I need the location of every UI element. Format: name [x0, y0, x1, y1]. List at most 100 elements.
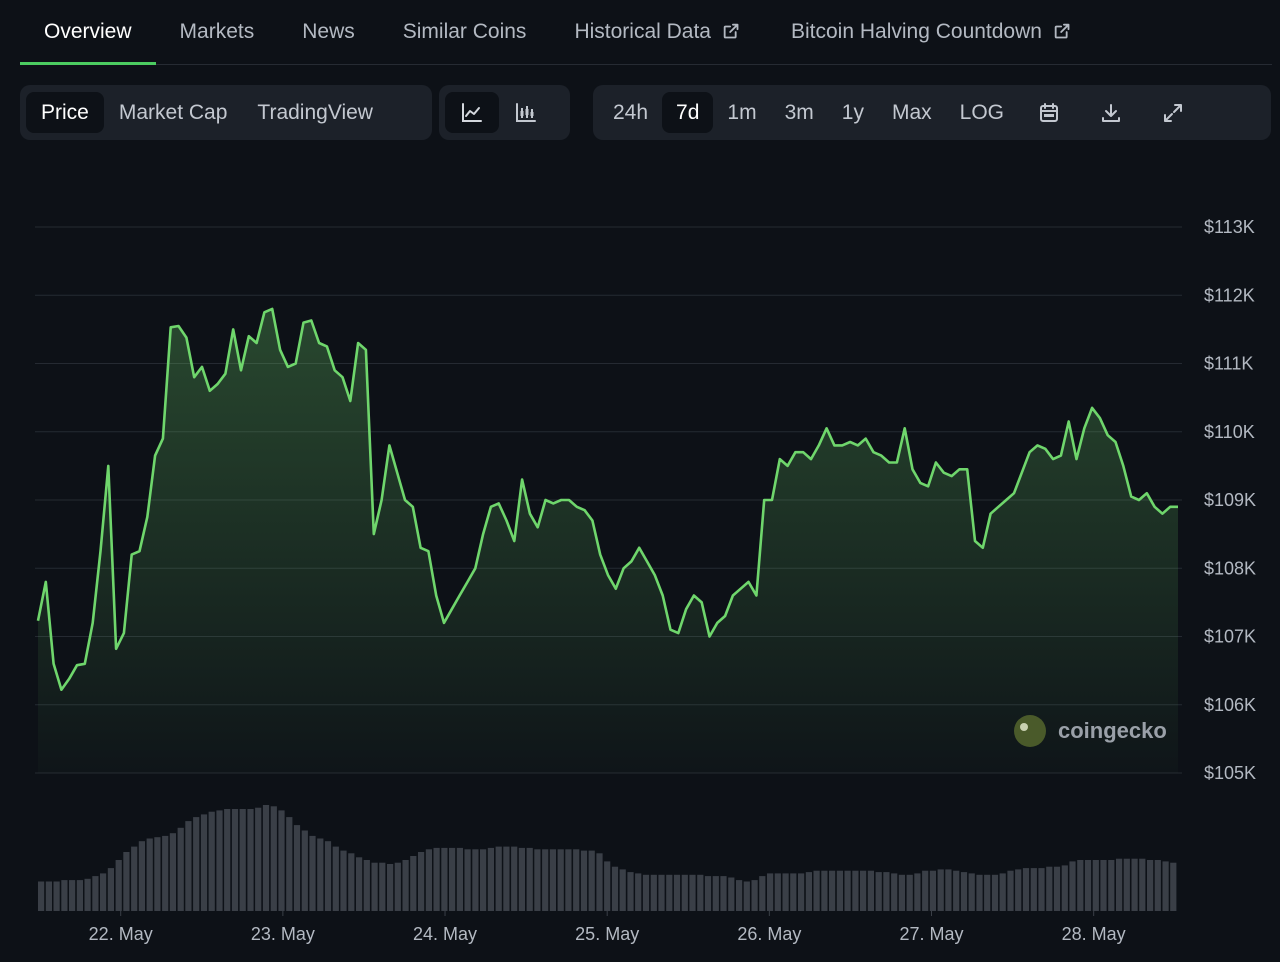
volume-bar — [193, 817, 200, 911]
tab-label: Similar Coins — [402, 20, 527, 43]
volume-bar — [1170, 862, 1177, 911]
volume-bar — [549, 849, 556, 911]
volume-bar — [1069, 861, 1076, 911]
volume-bar — [1053, 866, 1061, 911]
volume-bar — [480, 849, 487, 911]
tab-bitcoin-halving-countdown[interactable]: Bitcoin Halving Countdown — [767, 0, 1098, 64]
volume-bar — [387, 864, 394, 911]
volume-bar — [1030, 868, 1037, 911]
volume-bar — [200, 814, 208, 911]
volume-bar — [852, 870, 859, 911]
range-1m-button[interactable]: 1m — [727, 100, 757, 124]
volume-bar — [984, 874, 991, 911]
market-cap-button[interactable]: Market Cap — [118, 100, 228, 124]
tab-label: Markets — [179, 20, 255, 43]
x-tick-label: 24. May — [413, 924, 477, 944]
candlestick-chart-icon — [516, 102, 536, 122]
volume-bar — [216, 810, 223, 911]
x-tick-label: 22. May — [89, 924, 153, 944]
tab-news[interactable]: News — [278, 0, 379, 64]
volume-bar — [767, 873, 774, 911]
volume-bar — [1007, 870, 1014, 911]
volume-bar — [1100, 860, 1107, 911]
volume-bar — [860, 870, 867, 911]
volume-bar — [1046, 866, 1053, 911]
volume-bar — [650, 874, 657, 911]
volume-bar — [666, 874, 673, 911]
coingecko-logo-icon — [1014, 715, 1046, 747]
tradingview-button[interactable]: TradingView — [257, 100, 373, 124]
price-chart[interactable]: $105K $106K $107K $108K $109K $110K $111K $112K… — [0, 150, 1280, 962]
y-tick-label: $111K — [1204, 354, 1253, 374]
volume-bar — [45, 881, 52, 911]
volume-bar — [247, 809, 254, 911]
volume-bar — [1116, 858, 1123, 911]
tab-overview[interactable]: Overview — [20, 0, 156, 65]
download-icon — [1102, 103, 1121, 122]
tab-similar-coins[interactable]: Similar Coins — [379, 0, 551, 64]
volume-bar — [798, 873, 805, 911]
volume-bars — [38, 805, 1177, 911]
volume-bar — [526, 847, 533, 911]
calendar-icon — [1040, 102, 1059, 122]
volume-bar — [542, 849, 549, 911]
volume-bar — [487, 847, 494, 911]
volume-bar — [503, 846, 510, 911]
range-3m-button[interactable]: 3m — [784, 100, 814, 124]
volume-bar — [1154, 860, 1161, 911]
calendar-button[interactable] — [1018, 92, 1080, 133]
price-button[interactable]: Price — [26, 92, 104, 133]
volume-bar — [836, 870, 843, 911]
volume-bar — [1022, 868, 1030, 911]
volume-bar — [774, 873, 781, 911]
overview-tab-bar: Overview Markets News Similar Coins Historic… — [20, 0, 1272, 65]
range-1y-button[interactable]: 1y — [841, 100, 864, 124]
volume-bar — [208, 811, 215, 911]
download-button[interactable] — [1080, 92, 1142, 133]
volume-bar — [441, 847, 448, 911]
volume-bar — [720, 876, 727, 911]
volume-bar — [929, 870, 936, 911]
volume-bar — [1147, 860, 1154, 911]
volume-bar — [945, 869, 952, 911]
volume-bar — [169, 833, 176, 911]
range-7d-button[interactable]: 7d — [662, 92, 714, 133]
x-tick-label: 23. May — [251, 924, 315, 944]
volume-bar — [697, 874, 704, 911]
volume-bar — [751, 880, 758, 911]
volume-bar — [736, 880, 743, 911]
line-chart-button[interactable] — [445, 92, 499, 133]
volume-bar — [394, 862, 401, 911]
volume-bar — [123, 852, 130, 911]
volume-bar — [231, 809, 239, 911]
range-max-button[interactable]: Max — [891, 100, 932, 124]
tab-markets[interactable]: Markets — [156, 0, 279, 64]
volume-bar — [418, 852, 425, 911]
y-tick-label: $107K — [1204, 627, 1256, 647]
volume-bar — [363, 860, 370, 911]
volume-bar — [914, 873, 921, 911]
volume-bar — [61, 880, 68, 911]
tab-historical-data[interactable]: Historical Data — [550, 0, 767, 64]
range-24h-button[interactable]: 24h — [613, 100, 649, 124]
range-log-button[interactable]: LOG — [959, 100, 1005, 124]
y-tick-label: $109K — [1204, 490, 1256, 510]
volume-bar — [805, 872, 812, 911]
fullscreen-button[interactable] — [1142, 92, 1204, 133]
volume-bar — [456, 847, 463, 911]
volume-bar — [635, 873, 642, 911]
watermark-text: coingecko — [1058, 718, 1167, 743]
volume-bar — [100, 873, 107, 911]
volume-bar — [224, 809, 231, 911]
volume-bar — [898, 874, 905, 911]
tab-label: News — [302, 20, 355, 43]
price-line — [36, 307, 1178, 691]
candlestick-chart-button[interactable] — [499, 92, 553, 133]
volume-bar — [813, 870, 820, 911]
volume-bar — [177, 827, 184, 911]
volume-bar — [356, 857, 363, 911]
volume-bar — [960, 872, 968, 911]
volume-bar — [371, 862, 378, 911]
volume-bar — [449, 847, 456, 911]
tab-label: Overview — [44, 20, 132, 43]
